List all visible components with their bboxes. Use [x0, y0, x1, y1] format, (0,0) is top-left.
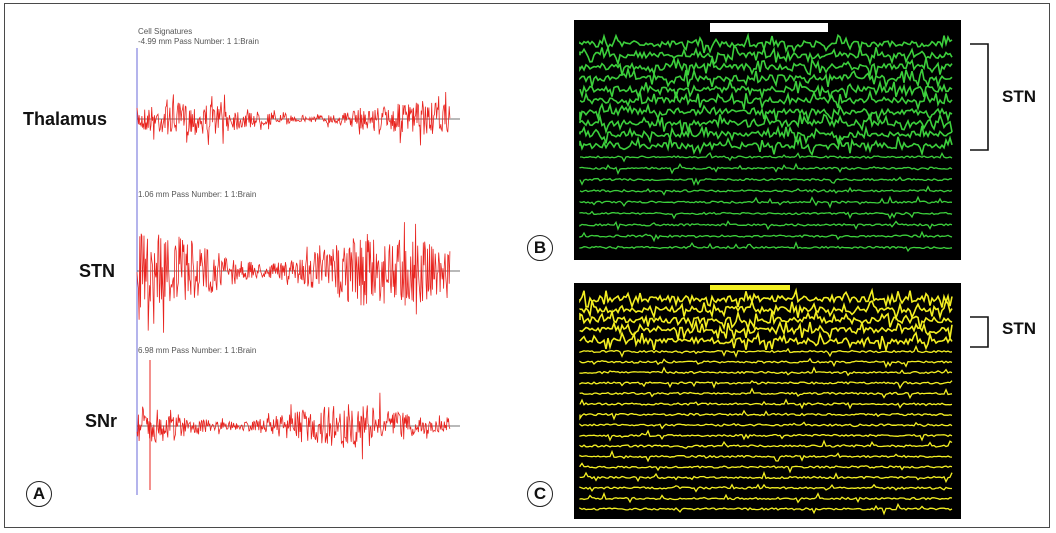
raster-row [579, 241, 953, 253]
raster-row [579, 462, 953, 474]
raster-row [579, 398, 953, 410]
raster-row [579, 409, 953, 421]
trace-2-depth: 1.06 mm Pass Number: 1 1:Brain [138, 190, 257, 199]
panel-c-label: C [527, 481, 553, 507]
raster-row [579, 483, 952, 493]
raster-row [579, 210, 953, 220]
raster-row [579, 45, 953, 67]
panel-b-raster [574, 20, 961, 260]
raster-row [579, 439, 953, 450]
region-label-thalamus: Thalamus [23, 109, 108, 129]
panel-a-traces [136, 48, 460, 495]
raster-row [579, 162, 953, 176]
raster-row [579, 379, 953, 390]
raster-row [579, 491, 953, 504]
panel-c-bracket [970, 316, 989, 348]
raster-row [579, 89, 953, 112]
raster-row [579, 55, 953, 79]
raster-row [579, 102, 953, 124]
region-label-snr: SNr [85, 411, 118, 431]
raster-row [579, 287, 953, 309]
panel-c-stn-label: STN [1002, 319, 1036, 338]
panel-a-header: Cell Signatures [138, 27, 193, 36]
raster-row [579, 66, 953, 89]
raster-row [579, 387, 953, 400]
raster-row [579, 308, 953, 332]
raster-row [579, 230, 953, 243]
raster-row [579, 502, 953, 516]
trace-1-depth: -4.99 mm Pass Number: 1 1:Brain [138, 37, 259, 46]
panel-b-top-marker [710, 23, 828, 32]
panel-c-top-marker [710, 285, 790, 290]
raster-row [579, 421, 953, 430]
raster-row [579, 134, 953, 157]
figure-frame [4, 3, 1050, 528]
raster-row [579, 176, 952, 187]
trace-thalamus [136, 91, 451, 146]
trace-snr [136, 392, 451, 460]
panel-a-label: A [26, 481, 52, 507]
raster-row [579, 195, 953, 209]
raster-row [579, 125, 953, 146]
raster-row [579, 344, 953, 358]
region-label-stn: STN [79, 261, 115, 281]
raster-row [579, 449, 953, 463]
panel-c-raster [574, 283, 961, 519]
panel-c-background [574, 283, 961, 519]
trace-3-depth: 6.98 mm Pass Number: 1 1:Brain [138, 346, 257, 355]
panel-b-bracket [970, 43, 989, 151]
raster-row [579, 185, 953, 196]
raster-row [579, 330, 953, 354]
raster-row [579, 112, 953, 135]
raster-row [579, 32, 953, 54]
raster-row [579, 78, 953, 101]
panel-b-label: B [527, 235, 553, 261]
raster-row [579, 429, 953, 442]
raster-row [579, 220, 953, 231]
raster-row [580, 151, 953, 163]
raster-row [579, 318, 953, 342]
raster-row [579, 298, 953, 321]
raster-row [579, 366, 953, 377]
trace-stn [136, 222, 451, 333]
panel-b-stn-label: STN [1002, 87, 1036, 106]
raster-row [579, 470, 953, 484]
raster-row [579, 357, 953, 369]
